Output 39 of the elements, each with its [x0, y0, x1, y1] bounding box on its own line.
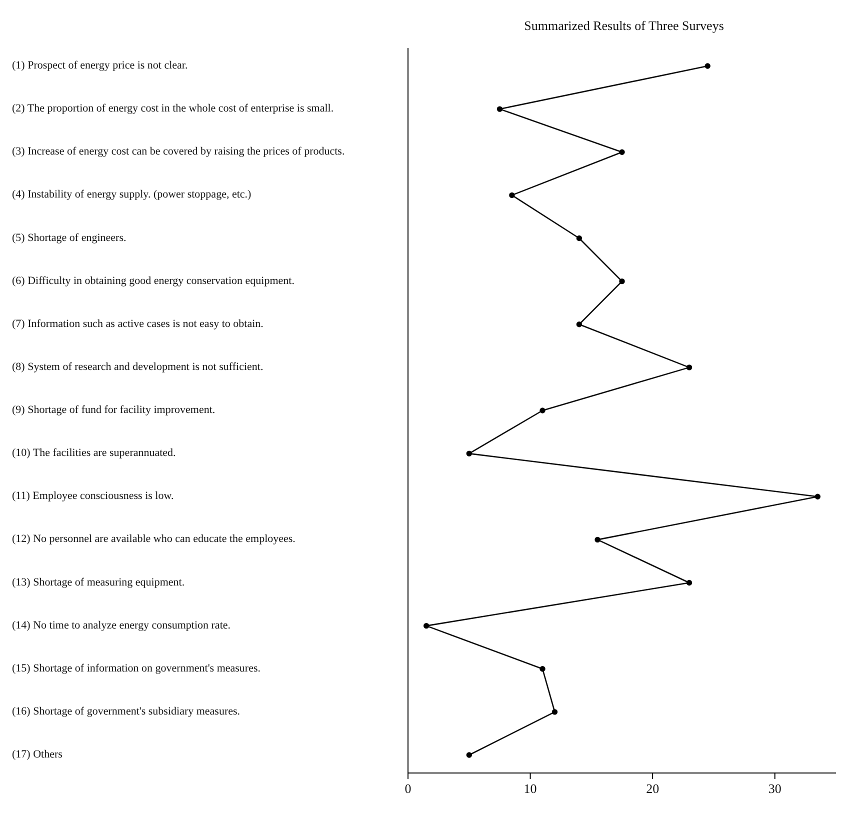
y-tick-label: (17) Others	[12, 748, 62, 761]
point	[686, 580, 692, 586]
y-tick-label: (10) The facilities are superannuated.	[12, 447, 176, 460]
chart-title: Summarized Results of Three Surveys	[524, 18, 724, 33]
y-tick-label: (6) Difficulty in obtaining good energy conservation equipment.	[12, 274, 295, 287]
point	[619, 278, 625, 284]
y-tick-label: (7) Information such as active cases is not easy to obtain.	[12, 318, 264, 330]
y-tick-label: (2) The proportion of energy cost in the whole cost of enterprise is small.	[12, 102, 334, 115]
point	[576, 235, 582, 242]
point	[686, 364, 692, 370]
point	[814, 494, 821, 500]
point	[496, 106, 503, 112]
x-tick-label: 30	[768, 781, 782, 796]
point	[594, 536, 600, 543]
x-tick-label: 10	[524, 781, 537, 796]
y-tick-label: (11) Employee consciousness is low.	[12, 490, 174, 502]
point	[540, 666, 546, 672]
y-tick-label: (5) Shortage of engineers.	[12, 232, 126, 244]
point	[423, 622, 430, 629]
y-tick-label: (16) Shortage of government's subsidiary measures.	[12, 705, 240, 718]
y-tick-label: (12) No personnel are available who can educate the employees.	[12, 533, 296, 546]
point	[619, 149, 625, 155]
point	[509, 192, 515, 198]
y-tick-label: (8) System of research and development is not sufficient.	[12, 360, 264, 373]
y-tick-label: (4) Instability of energy supply. (power stoppage, etc.)	[12, 188, 252, 201]
point	[466, 752, 472, 758]
x-tick-label: 0	[404, 781, 412, 796]
y-tick-label: (3) Increase of energy cost can be covered by raising the prices of products.	[12, 146, 345, 158]
point	[576, 322, 582, 328]
y-tick-label: (15) Shortage of information on government's measures.	[12, 662, 261, 674]
point	[466, 450, 472, 456]
y-tick-label: (14) No time to analyze energy consumption rate.	[12, 619, 231, 632]
point	[552, 709, 558, 715]
point	[704, 63, 710, 69]
y-tick-label: (13) Shortage of measuring equipment.	[12, 576, 185, 588]
x-tick-label: 20	[646, 781, 660, 796]
point	[540, 408, 546, 414]
y-tick-label: (9) Shortage of fund for facility improvement.	[12, 404, 216, 416]
y-tick-label: (1) Prospect of energy price is not clear.	[12, 60, 188, 72]
